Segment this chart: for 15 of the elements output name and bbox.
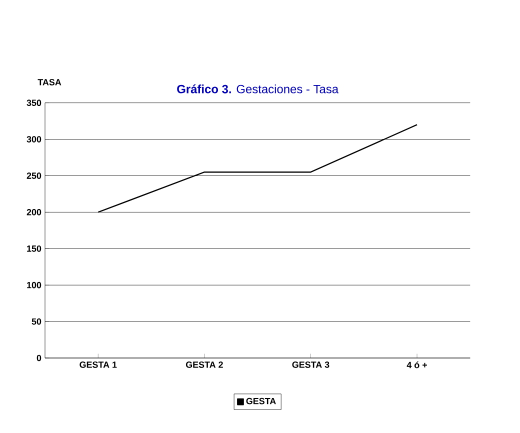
x-tick-label: 4 ó + [406, 362, 427, 368]
x-tick-label: GESTA 2 [186, 362, 223, 368]
y-tick-label: 150 [27, 245, 42, 252]
x-tick-label: GESTA 3 [292, 362, 330, 368]
y-tick-label: 200 [26, 209, 42, 216]
y-tick-label: 350 [26, 100, 42, 106]
y-tick-label: 250 [26, 172, 42, 179]
chart-title: Gráfico 3. Gestaciones - Tasa [177, 84, 339, 94]
x-tick-label: GESTA 1 [80, 362, 117, 368]
y-axis-title: TASA [38, 79, 62, 86]
y-tick-label: 100 [27, 282, 42, 288]
legend-label: GESTA [246, 398, 276, 404]
y-tick-label: 0 [36, 354, 42, 362]
y-tick-label: 50 [32, 318, 42, 325]
y-tick-label: 300 [26, 136, 42, 142]
